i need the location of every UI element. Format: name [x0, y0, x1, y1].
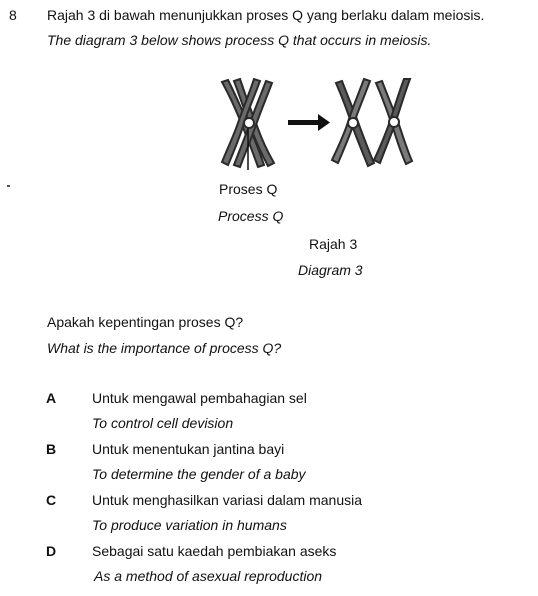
option-a-letter[interactable]: A	[46, 390, 57, 406]
crossing-chromosomes-left	[220, 77, 276, 169]
option-c-english[interactable]: To produce variation in humans	[92, 517, 287, 533]
question-number: 8	[9, 7, 17, 23]
option-b-letter[interactable]: B	[46, 441, 57, 457]
question-stem-malay: Rajah 3 di bawah menunjukkan proses Q ya…	[47, 7, 485, 23]
option-b-english[interactable]: To determine the gender of a baby	[92, 466, 306, 482]
recombined-chromosome-2	[372, 78, 414, 166]
option-b-malay[interactable]: Untuk menentukan jantina bayi	[92, 441, 285, 457]
option-d-english[interactable]: As a method of asexual reproduction	[94, 568, 323, 584]
process-label-malay: Proses Q	[219, 181, 278, 197]
scan-speck	[7, 185, 10, 187]
option-d-letter[interactable]: D	[46, 543, 57, 559]
right-arrow-icon	[288, 114, 330, 131]
crossing-over-diagram	[220, 77, 414, 170]
process-label-english: Process Q	[218, 208, 284, 224]
option-a-english[interactable]: To control cell devision	[92, 415, 234, 431]
prompt-malay: Apakah kepentingan proses Q?	[47, 314, 244, 330]
recombined-chromosome-1	[330, 77, 376, 168]
prompt-english: What is the importance of process Q?	[47, 340, 282, 356]
diagram-caption-malay: Rajah 3	[309, 236, 358, 252]
diagram-caption-english: Diagram 3	[298, 262, 363, 278]
option-c-malay[interactable]: Untuk menghasilkan variasi dalam manusia	[92, 492, 363, 508]
question-stem-english: The diagram 3 below shows process Q that…	[47, 32, 432, 48]
option-d-malay[interactable]: Sebagai satu kaedah pembiakan aseks	[92, 543, 337, 559]
option-a-malay[interactable]: Untuk mengawal pembahagian sel	[92, 390, 307, 406]
option-c-letter[interactable]: C	[46, 492, 57, 508]
